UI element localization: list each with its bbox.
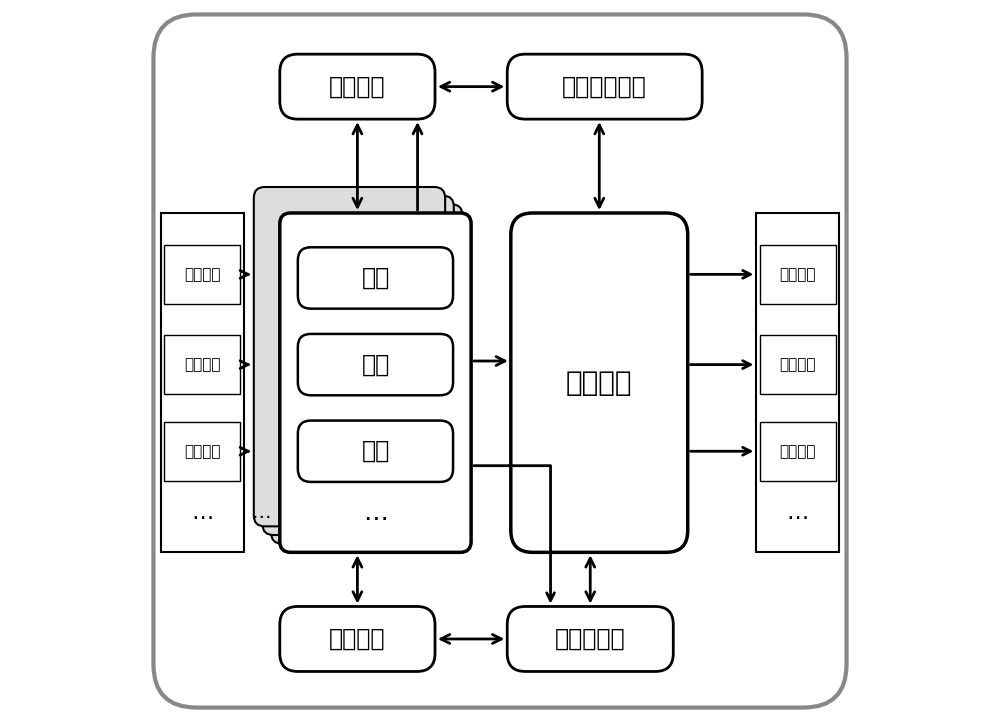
Text: 通道: 通道 [361,266,390,290]
FancyBboxPatch shape [280,213,471,552]
Bar [161,213,244,552]
Bar [760,335,836,394]
Text: …: … [191,503,213,523]
Text: …: … [787,503,809,523]
Text: 交叉开关分配: 交叉开关分配 [562,74,647,99]
Text: 数据输入: 数据输入 [184,357,220,372]
Text: 数据输入: 数据输入 [184,267,220,282]
Text: …: … [363,500,388,525]
FancyBboxPatch shape [298,420,453,482]
Bar [164,245,240,304]
FancyBboxPatch shape [298,247,453,309]
FancyBboxPatch shape [511,213,688,552]
Text: 交叉开关: 交叉开关 [566,369,633,396]
Bar [164,335,240,394]
Text: 数据输入: 数据输入 [184,444,220,458]
Text: 通道: 通道 [361,352,390,377]
FancyBboxPatch shape [507,606,673,671]
FancyBboxPatch shape [262,196,454,535]
Bar [164,422,240,481]
Bar [760,245,836,304]
Text: 通道: 通道 [361,439,390,464]
FancyBboxPatch shape [280,606,435,671]
FancyBboxPatch shape [280,54,435,119]
Text: 数据流控制: 数据流控制 [555,627,626,651]
FancyBboxPatch shape [153,14,847,708]
Text: …: … [252,503,271,522]
Bar [760,422,836,481]
FancyBboxPatch shape [271,204,462,544]
Bar [756,213,839,552]
Text: 数据输出: 数据输出 [780,357,816,372]
FancyBboxPatch shape [507,54,702,119]
FancyBboxPatch shape [254,187,445,526]
Text: 通道分配: 通道分配 [329,627,386,651]
Text: 数据输出: 数据输出 [780,267,816,282]
Text: 路由计算: 路由计算 [329,74,386,99]
Text: 数据输出: 数据输出 [780,444,816,458]
FancyBboxPatch shape [298,334,453,396]
